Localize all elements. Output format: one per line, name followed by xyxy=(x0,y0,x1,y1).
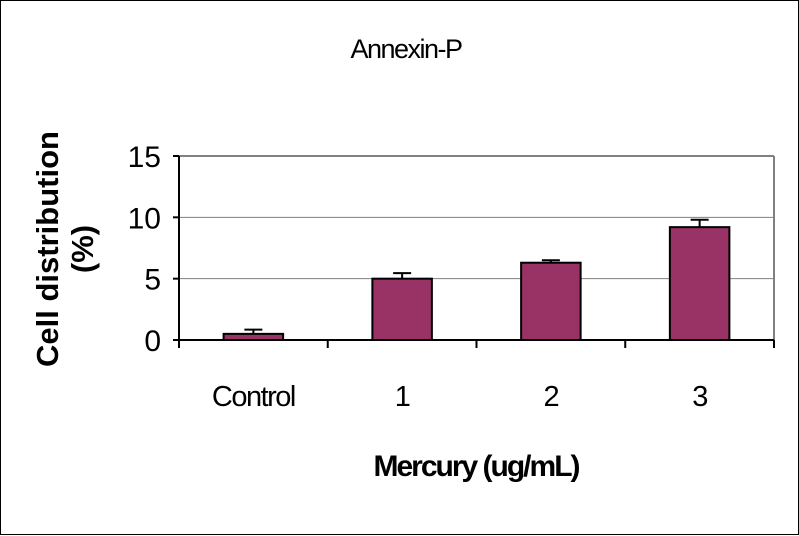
x-tick-label-2: 2 xyxy=(544,381,559,413)
x-tick-label-1: 1 xyxy=(395,381,410,413)
y-axis-label-line-2: (%) xyxy=(65,225,100,273)
bar-1 xyxy=(371,277,433,341)
bar-2 xyxy=(520,261,582,341)
x-axis-label: Mercury (ug/mL) xyxy=(373,450,579,483)
y-tick-label-3: 15 xyxy=(128,141,161,174)
x-tick-label-3: 3 xyxy=(692,381,707,413)
y-tick-label-0: 0 xyxy=(144,325,161,358)
plot-area: Control 1 2 3 0 5 10 15 xyxy=(128,141,775,413)
x-tick-label-0: Control xyxy=(212,381,295,413)
y-axis-label-line-1: Cell distribution xyxy=(30,131,65,367)
y-tick-label-1: 5 xyxy=(144,264,161,297)
y-axis-label: Cell distribution (%) xyxy=(30,131,100,367)
y-tick-label-2: 10 xyxy=(128,202,161,235)
bar-3 xyxy=(668,226,731,341)
chart-title: Annexin-P xyxy=(350,34,462,64)
